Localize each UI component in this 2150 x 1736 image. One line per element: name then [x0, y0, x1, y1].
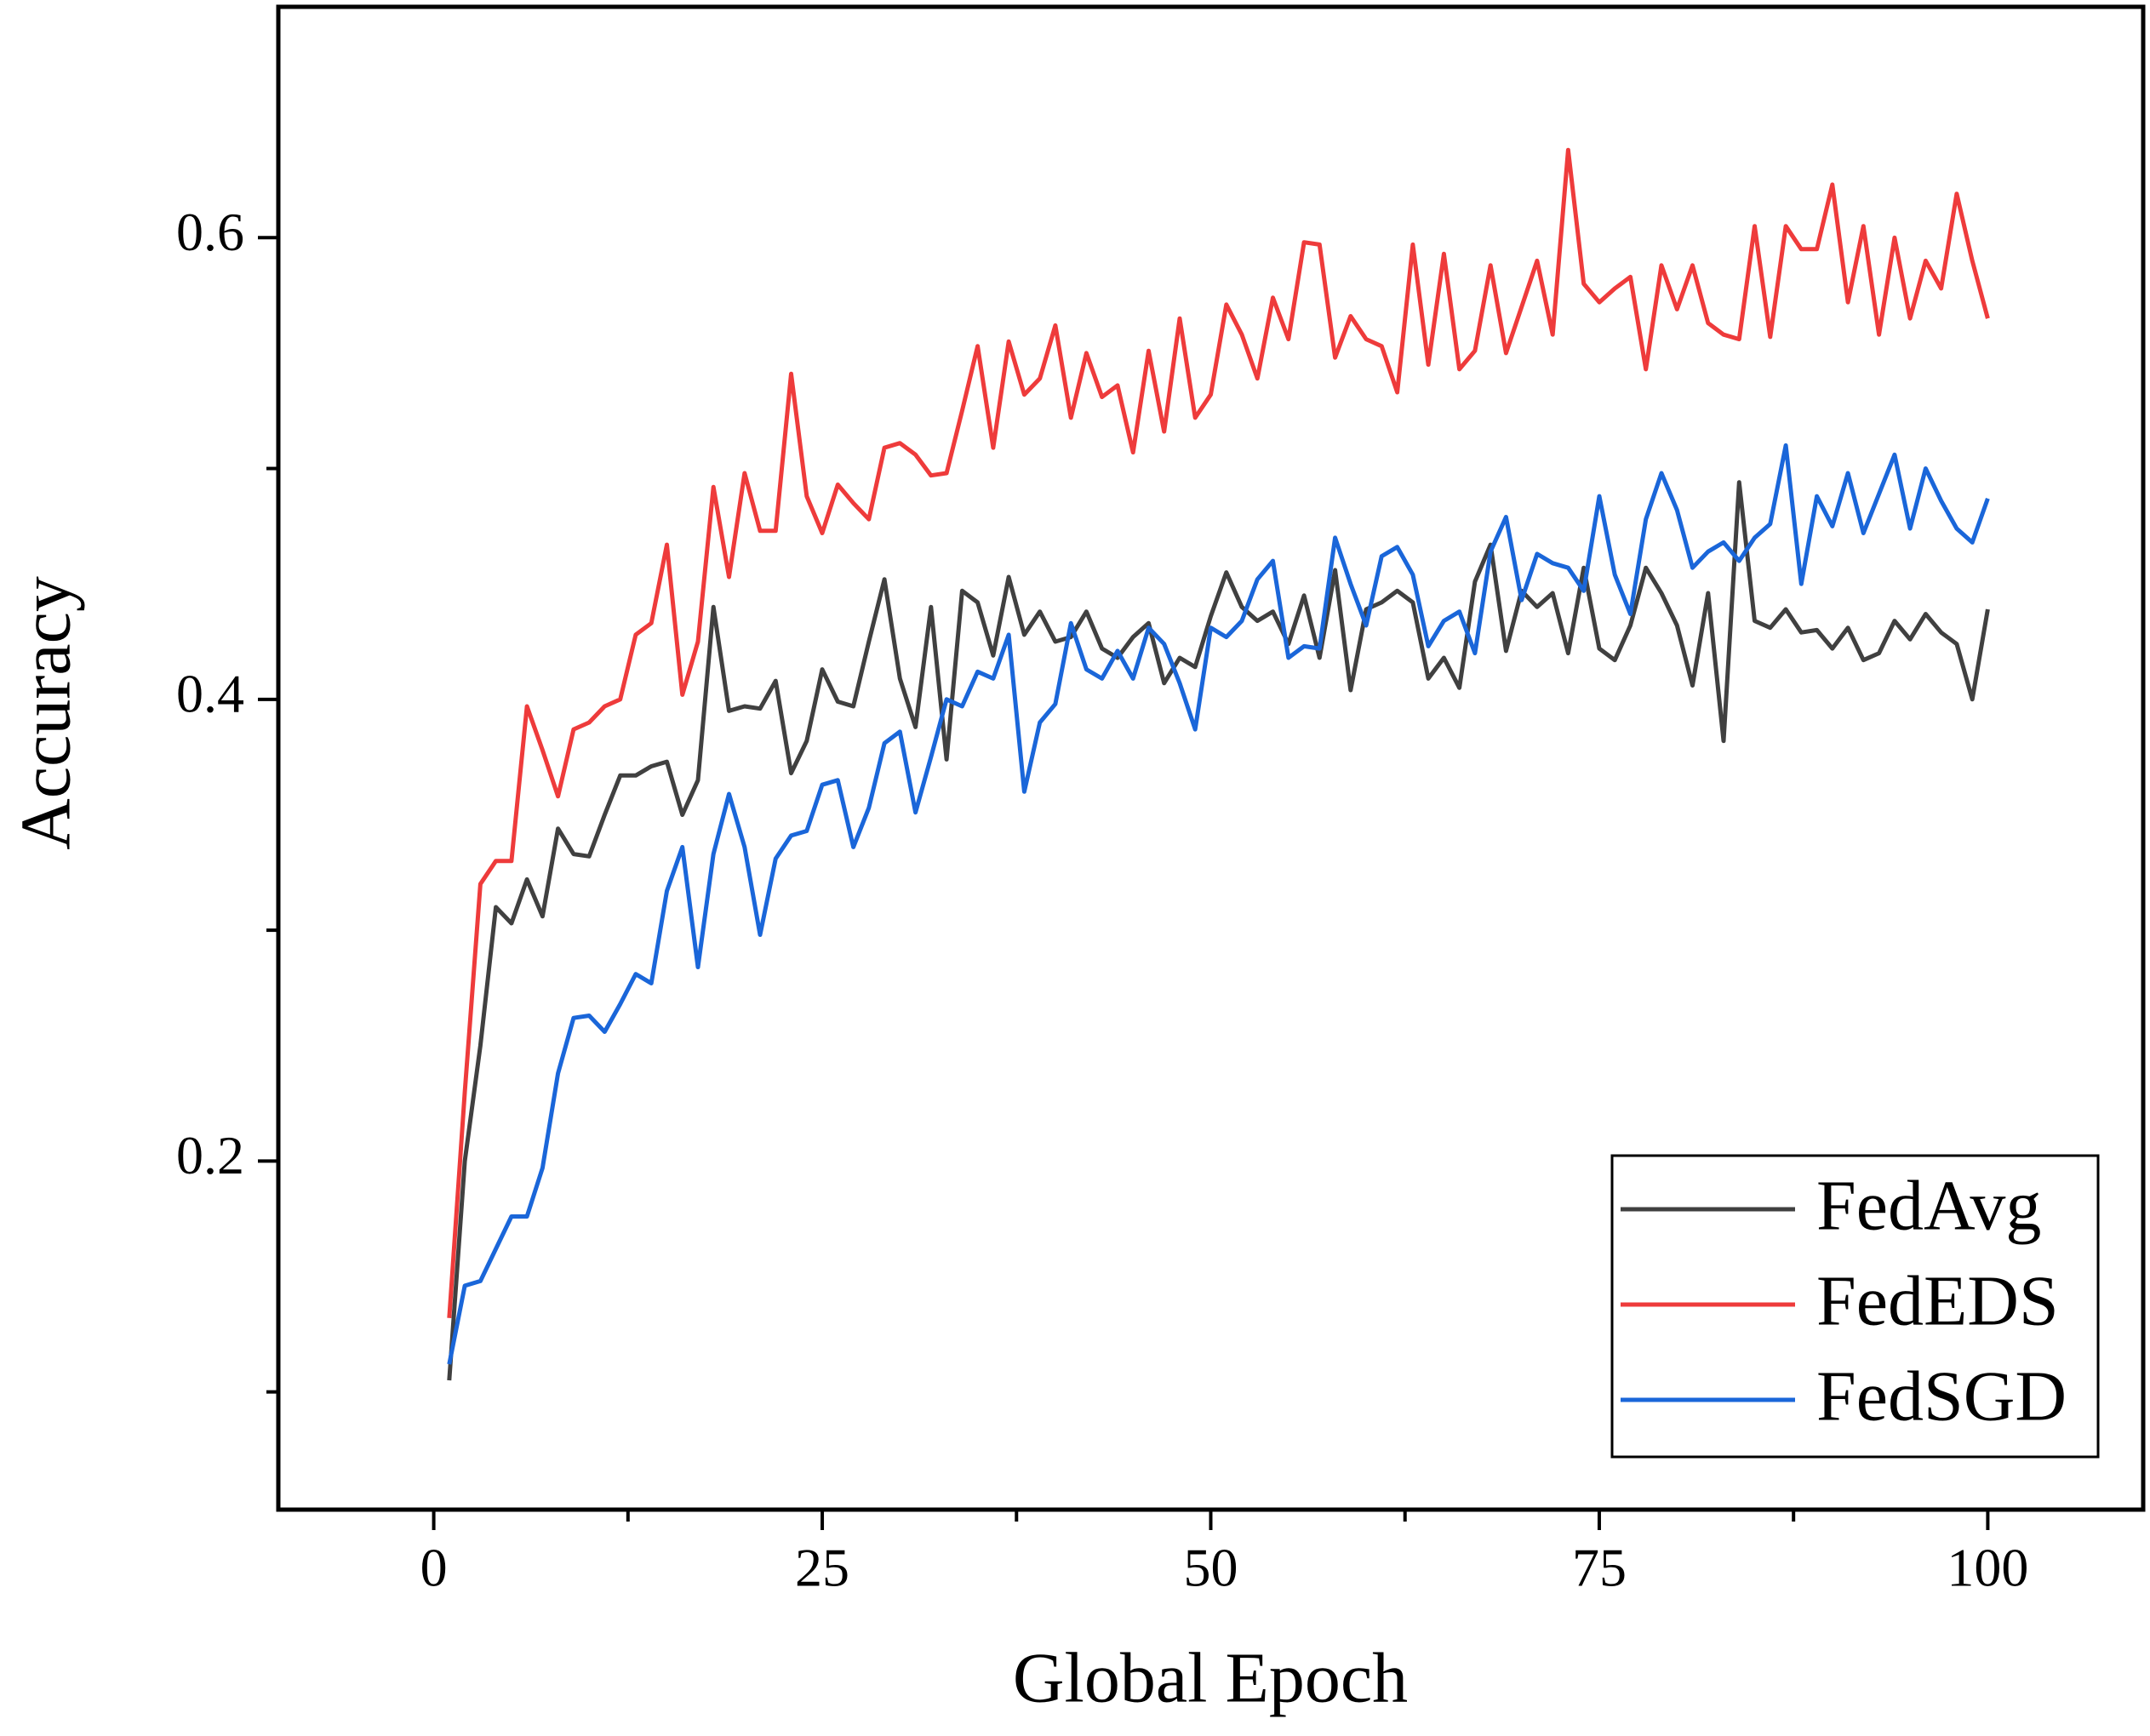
legend-label: FedAvg: [1816, 1166, 2041, 1245]
line-series: [447, 480, 1990, 1381]
y-axis-label: Accuracy: [6, 576, 85, 850]
x-tick-label: 50: [1184, 1538, 1238, 1598]
x-axis-label: Global Epoch: [1013, 1638, 1408, 1717]
line-series: [447, 443, 1990, 1365]
x-tick-label: 100: [1947, 1538, 2028, 1598]
x-tick-label: 0: [420, 1538, 448, 1598]
x-tick-label: 75: [1572, 1538, 1627, 1598]
x-tick-label: 25: [795, 1538, 849, 1598]
y-tick-label: 0.4: [176, 664, 244, 724]
line-series: [447, 147, 1990, 1318]
y-tick-label: 0.6: [176, 202, 244, 262]
plot-frame: [276, 4, 2146, 1512]
legend-label: FedSGD: [1816, 1356, 2067, 1436]
y-tick-label: 0.2: [176, 1125, 244, 1185]
legend-label: FedEDS: [1816, 1261, 2059, 1340]
